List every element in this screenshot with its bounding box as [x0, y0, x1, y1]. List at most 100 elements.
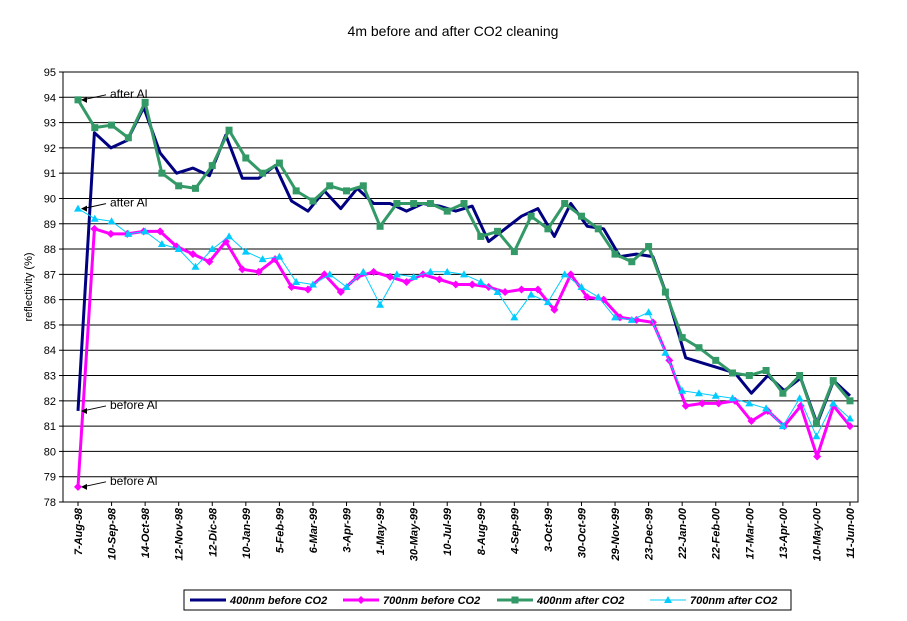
data-point — [501, 288, 510, 297]
legend: 400nm before CO2 700nm before CO2 400nm af… — [183, 589, 792, 611]
data-point — [527, 290, 536, 298]
data-point — [205, 257, 214, 266]
y-tick-label: 84 — [44, 345, 56, 357]
x-tick-label: 30-Oct-99 — [576, 507, 588, 558]
data-point — [275, 252, 284, 260]
data-point — [747, 417, 756, 426]
y-tick-label: 86 — [44, 295, 56, 307]
data-point — [681, 401, 690, 410]
data-point — [376, 222, 384, 230]
data-point — [829, 377, 837, 385]
y-tick-label: 81 — [44, 421, 56, 433]
x-tick-label: 22-Feb-00 — [711, 507, 723, 560]
legend-marker — [357, 596, 365, 604]
data-point — [259, 169, 267, 177]
y-tick-label: 80 — [44, 446, 56, 458]
data-point — [728, 394, 737, 402]
data-point — [409, 272, 418, 280]
data-point — [451, 280, 460, 289]
data-point — [275, 159, 283, 167]
data-point — [661, 288, 669, 296]
data-point — [533, 285, 542, 294]
data-point — [156, 227, 165, 236]
data-point — [594, 225, 602, 233]
data-point — [778, 422, 787, 430]
data-point — [711, 391, 720, 399]
data-point — [560, 270, 569, 278]
series-2 — [74, 96, 854, 428]
data-point — [157, 240, 166, 247]
y-axis-label: reflectivity (%) — [23, 252, 35, 321]
data-point — [510, 313, 519, 321]
data-point — [460, 270, 468, 278]
y-tick-label: 94 — [44, 92, 56, 104]
x-tick-label: 29-Nov-99 — [610, 507, 622, 561]
data-point — [712, 356, 720, 364]
data-point — [376, 300, 385, 308]
data-point — [628, 258, 636, 266]
y-tick-label: 92 — [44, 143, 56, 155]
data-point — [561, 200, 569, 208]
x-tick-label: 12-Dic-98 — [207, 507, 219, 557]
data-point — [325, 270, 334, 278]
x-tick-label: 10-Jan-99 — [241, 507, 253, 559]
y-tick-label: 79 — [44, 472, 56, 484]
annotation-arrowhead — [81, 205, 87, 212]
x-tick-label: 3-Apr-99 — [342, 507, 354, 553]
data-point — [443, 207, 451, 215]
data-point — [611, 313, 620, 321]
data-point — [468, 280, 477, 289]
data-point — [74, 96, 82, 104]
data-point — [544, 225, 552, 233]
legend-label: 400nm before CO2 — [229, 595, 327, 607]
data-point — [813, 452, 822, 461]
x-axis: 7-Aug-98 10-Sep-98 14-Oct-98 12-Nov-98 12-Di… — [73, 502, 857, 562]
data-point — [359, 182, 367, 190]
annotation-arrowhead — [81, 96, 87, 103]
data-point — [493, 288, 502, 296]
data-point — [494, 227, 502, 235]
data-point — [812, 420, 820, 428]
data-point — [796, 372, 804, 380]
data-point — [393, 200, 401, 208]
series-1 — [74, 224, 854, 491]
data-point — [550, 305, 559, 314]
legend-label: 400nm after CO2 — [536, 595, 624, 607]
data-point — [309, 197, 317, 205]
data-point — [583, 293, 592, 302]
data-point — [443, 267, 452, 275]
data-point — [796, 401, 805, 410]
data-point — [745, 399, 754, 407]
x-tick-label: 23-Dec-99 — [644, 507, 656, 561]
data-point — [108, 121, 116, 129]
data-point — [577, 283, 586, 290]
legend-marker — [511, 596, 519, 604]
data-point — [124, 134, 132, 142]
data-point — [460, 200, 468, 208]
y-tick-label: 95 — [44, 67, 56, 79]
data-point — [254, 267, 263, 276]
data-point — [846, 422, 854, 431]
data-point — [392, 270, 401, 278]
data-point — [258, 255, 267, 263]
x-tick-label: 30-May-99 — [409, 507, 421, 561]
data-point — [577, 212, 585, 220]
data-point — [795, 394, 804, 402]
data-point — [729, 369, 737, 377]
x-tick-label: 10-Sep-98 — [107, 507, 119, 560]
data-point — [829, 399, 838, 407]
data-point — [303, 285, 312, 294]
x-tick-label: 10-Jul-99 — [442, 507, 454, 556]
data-point — [627, 315, 636, 323]
data-point — [225, 126, 233, 134]
data-point — [477, 232, 485, 240]
legend-marker — [664, 596, 672, 603]
data-point — [645, 243, 653, 251]
data-point — [343, 187, 351, 195]
data-point — [566, 270, 575, 279]
data-point — [225, 232, 234, 240]
y-tick-label: 89 — [44, 219, 56, 231]
data-point — [158, 169, 166, 177]
data-point — [402, 277, 411, 286]
